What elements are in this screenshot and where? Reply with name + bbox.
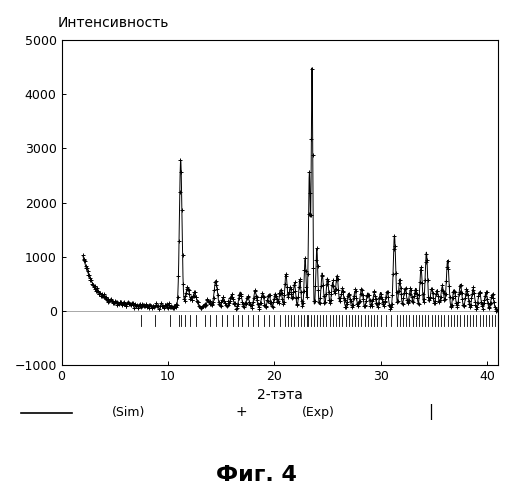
Text: Фиг. 4: Фиг. 4 [216, 465, 297, 485]
Text: (Exp): (Exp) [302, 406, 334, 419]
Text: |: | [428, 404, 433, 420]
Text: Интенсивность: Интенсивность [57, 16, 169, 30]
Text: (Sim): (Sim) [111, 406, 145, 419]
X-axis label: 2-тэта: 2-тэта [256, 388, 303, 402]
Text: +: + [235, 406, 247, 419]
